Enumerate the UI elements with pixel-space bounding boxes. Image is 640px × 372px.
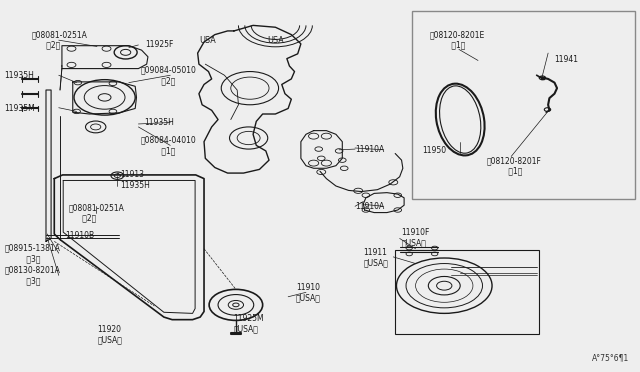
Text: 11911
（USA）: 11911 （USA） bbox=[364, 248, 388, 268]
Text: 11935H: 11935H bbox=[4, 71, 35, 80]
Text: Ⓑ08130-8201A
         （3）: Ⓑ08130-8201A （3） bbox=[4, 266, 60, 285]
Text: 11935H: 11935H bbox=[144, 118, 174, 127]
Text: Ⓑ08081-0251A
      （2）: Ⓑ08081-0251A （2） bbox=[68, 203, 124, 222]
Text: USA: USA bbox=[199, 36, 216, 45]
Text: 11920
（USA）: 11920 （USA） bbox=[97, 325, 122, 344]
Text: Ⓑ08084-04010
         （1）: Ⓑ08084-04010 （1） bbox=[140, 136, 196, 155]
Text: Ⓑ09084-05010
         （2）: Ⓑ09084-05010 （2） bbox=[140, 65, 196, 85]
Text: 11935M: 11935M bbox=[4, 104, 35, 113]
Text: 11950: 11950 bbox=[422, 147, 446, 155]
Text: Ⓑ08081-0251A
      （2）: Ⓑ08081-0251A （2） bbox=[32, 31, 88, 50]
Bar bbox=[412, 11, 636, 199]
Bar bbox=[395, 250, 539, 334]
Text: 11910A: 11910A bbox=[355, 145, 384, 154]
Text: 11910
（USA）: 11910 （USA） bbox=[296, 283, 321, 302]
Text: Ⓑ08120-8201F
         （1）: Ⓑ08120-8201F （1） bbox=[487, 156, 542, 175]
Text: A°75°6¶1: A°75°6¶1 bbox=[592, 353, 629, 362]
Text: 11913: 11913 bbox=[120, 170, 144, 179]
Text: USA: USA bbox=[268, 36, 285, 45]
Text: 11941: 11941 bbox=[554, 55, 579, 64]
Text: 11910F
（USA）: 11910F （USA） bbox=[401, 228, 430, 247]
Text: Ⓦ08915-1381A
         （3）: Ⓦ08915-1381A （3） bbox=[4, 244, 60, 263]
Text: 11925F: 11925F bbox=[145, 41, 173, 49]
Text: 11925M
（USA）: 11925M （USA） bbox=[234, 314, 264, 333]
Text: 11910B: 11910B bbox=[65, 231, 94, 240]
Text: 11935H: 11935H bbox=[120, 182, 150, 190]
Text: 11910A: 11910A bbox=[355, 202, 384, 211]
Text: Ⓑ08120-8201E
         （1）: Ⓑ08120-8201E （1） bbox=[429, 31, 485, 50]
